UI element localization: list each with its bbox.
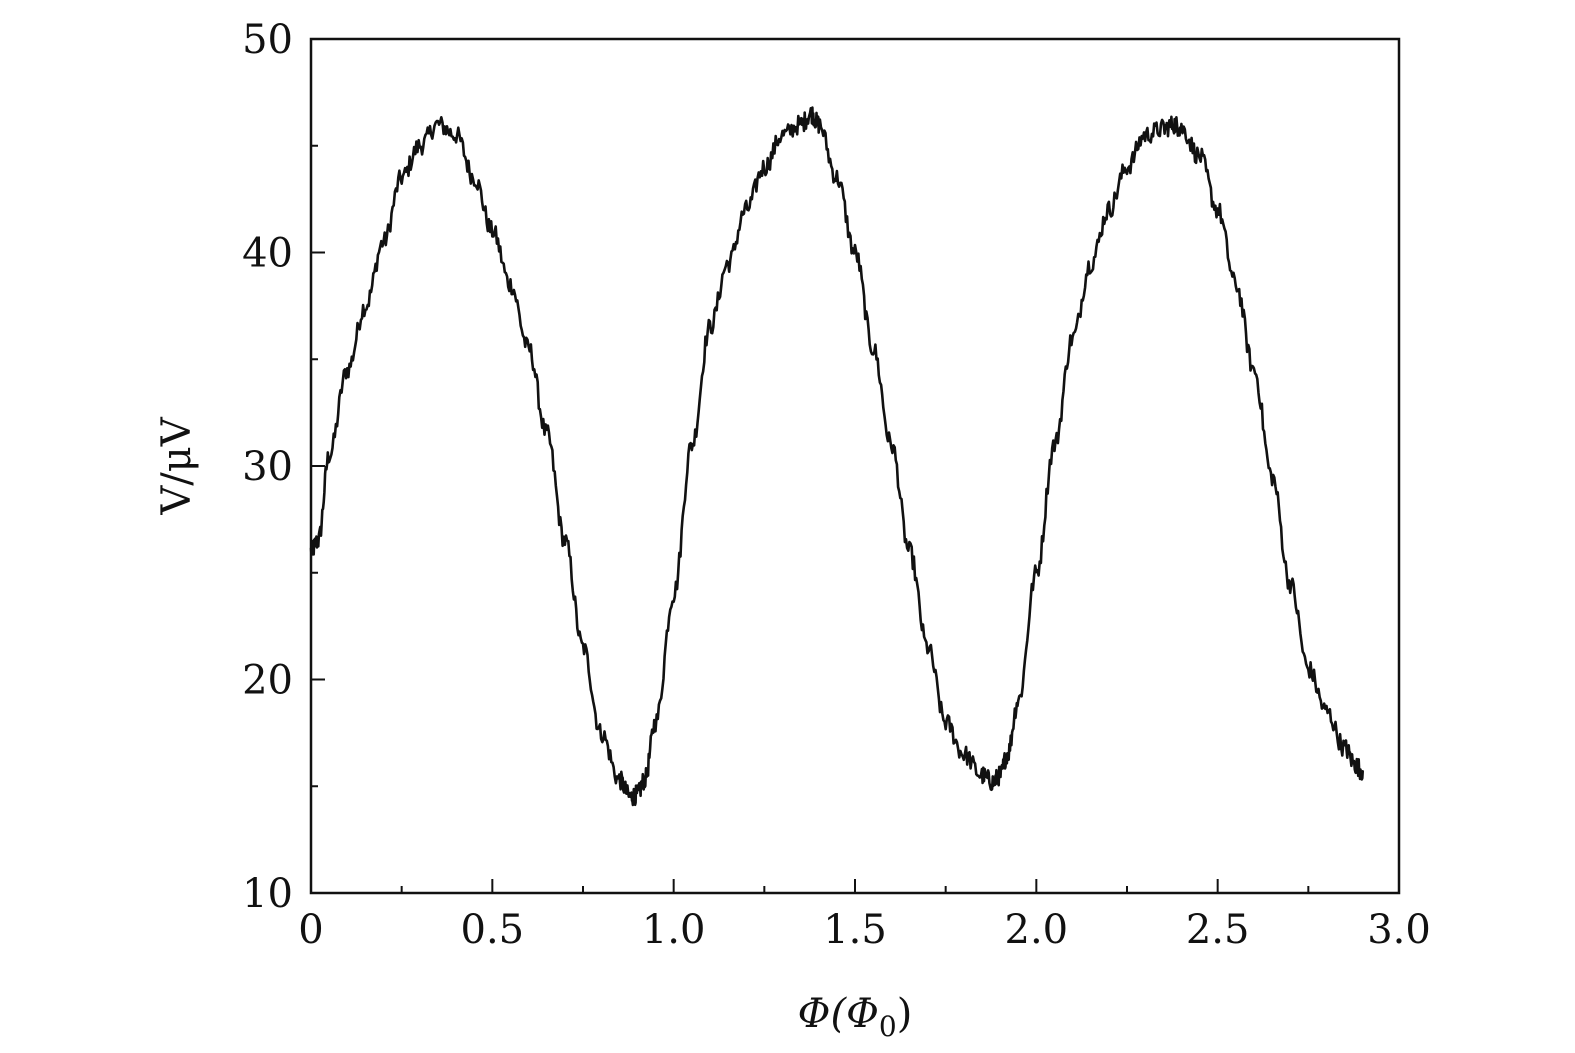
x-tick-label: 2.0 xyxy=(1005,907,1069,953)
y-axis-tick-labels: 10 20 30 40 50 xyxy=(242,17,293,917)
x-tick-label: 1.0 xyxy=(642,907,706,953)
plot-frame xyxy=(309,37,1401,895)
y-tick-label: 40 xyxy=(242,231,293,277)
voltage-flux-series-line xyxy=(309,106,1364,807)
x-axis-label-subscript: 0 xyxy=(879,1010,897,1043)
x-axis-label-main: Φ(Φ xyxy=(798,991,879,1037)
y-tick-label: 10 xyxy=(242,871,293,917)
y-tick-label: 30 xyxy=(242,444,293,490)
y-tick-label: 50 xyxy=(242,17,293,63)
x-tick-label: 1.5 xyxy=(823,907,887,953)
x-tick-label: 3.0 xyxy=(1367,907,1431,953)
x-axis-label: Φ(Φ0) xyxy=(798,991,913,1043)
y-axis-ticks xyxy=(311,38,325,894)
x-tick-label: 2.5 xyxy=(1186,907,1250,953)
x-axis-tick-labels: 0 0.5 1.0 1.5 2.0 2.5 3.0 xyxy=(298,907,1431,953)
x-tick-label: 0.5 xyxy=(461,907,525,953)
x-axis-ticks xyxy=(310,879,1400,893)
y-tick-label: 20 xyxy=(242,658,293,704)
x-tick-label: 0 xyxy=(298,907,323,953)
y-axis-label: V/μV xyxy=(154,416,200,515)
x-axis-label-close: ) xyxy=(897,991,913,1037)
